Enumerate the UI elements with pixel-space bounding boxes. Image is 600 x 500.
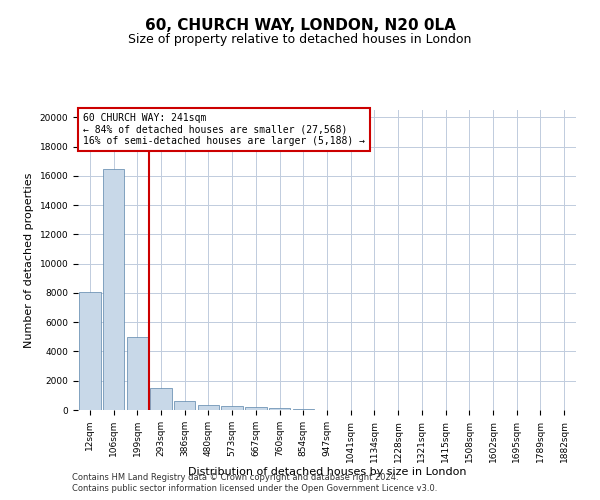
Bar (245, 408, 266, 410)
Text: Contains public sector information licensed under the Open Government Licence v3: Contains public sector information licen… (72, 484, 437, 493)
Text: Size of property relative to detached houses in London: Size of property relative to detached ho… (128, 32, 472, 46)
Text: 60 CHURCH WAY: 241sqm
← 84% of detached houses are smaller (27,568)
16% of semi-: 60 CHURCH WAY: 241sqm ← 84% of detached … (83, 113, 365, 146)
Bar (103, 168, 124, 410)
Bar (174, 401, 196, 410)
Text: Contains HM Land Registry data © Crown copyright and database right 2024.: Contains HM Land Registry data © Crown c… (72, 472, 398, 482)
Bar (79, 292, 101, 410)
Bar (269, 408, 290, 410)
Bar (293, 408, 314, 410)
Bar (151, 388, 172, 410)
Bar (198, 404, 219, 410)
Y-axis label: Number of detached properties: Number of detached properties (24, 172, 34, 348)
X-axis label: Distribution of detached houses by size in London: Distribution of detached houses by size … (188, 468, 466, 477)
Bar (221, 406, 243, 410)
Text: 60, CHURCH WAY, LONDON, N20 0LA: 60, CHURCH WAY, LONDON, N20 0LA (145, 18, 455, 32)
Bar (127, 337, 148, 410)
